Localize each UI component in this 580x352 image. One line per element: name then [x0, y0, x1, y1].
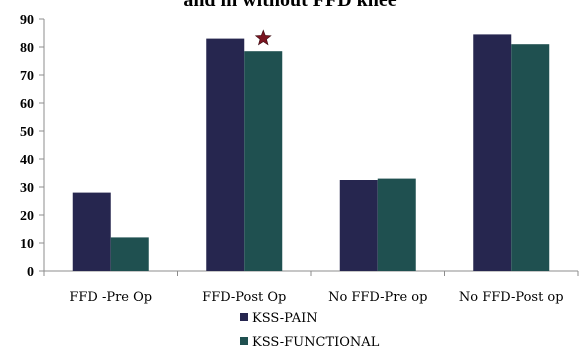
- y-tick-labels: 0 10 20 30 40 50 60 70 80 90: [20, 13, 34, 280]
- annotations: [254, 29, 272, 46]
- legend-swatch: [240, 313, 248, 321]
- y-tick-label: 0: [27, 265, 34, 280]
- bar-kss-functional: [110, 237, 149, 271]
- y-tick-label: 60: [20, 97, 34, 112]
- category-label: FFD-Post Op: [202, 290, 286, 305]
- bar-kss-pain: [339, 180, 378, 271]
- bar-kss-pain: [72, 192, 111, 271]
- y-tick-label: 50: [20, 125, 34, 140]
- chart-title: and in without FFD knee: [183, 0, 397, 11]
- bar-kss-functional: [377, 178, 416, 271]
- bars: [72, 34, 550, 272]
- category-label: No FFD-Pre op: [328, 290, 427, 305]
- y-tick-label: 70: [20, 69, 34, 84]
- category-label: FFD -Pre Op: [69, 290, 152, 305]
- y-tick-label: 30: [20, 181, 34, 196]
- y-tick-label: 20: [20, 209, 34, 224]
- category-labels: FFD -Pre Op FFD-Post Op No FFD-Pre op No FF…: [69, 290, 563, 305]
- bar-kss-pain: [473, 34, 512, 272]
- legend-swatch: [240, 337, 248, 345]
- star-icon: [254, 29, 272, 46]
- legend: KSS-PAIN KSS-FUNCTIONAL: [240, 311, 380, 350]
- y-tick-label: 10: [20, 237, 34, 252]
- legend-label: KSS-FUNCTIONAL: [252, 335, 380, 350]
- legend-label: KSS-PAIN: [252, 311, 318, 326]
- y-tick-label: 90: [20, 13, 34, 28]
- category-label: No FFD-Post op: [459, 290, 564, 305]
- bar-kss-functional: [511, 44, 550, 272]
- bar-kss-pain: [206, 38, 245, 271]
- y-tick-label: 80: [20, 41, 34, 56]
- y-tick-label: 40: [20, 153, 34, 168]
- bar-kss-functional: [244, 51, 283, 272]
